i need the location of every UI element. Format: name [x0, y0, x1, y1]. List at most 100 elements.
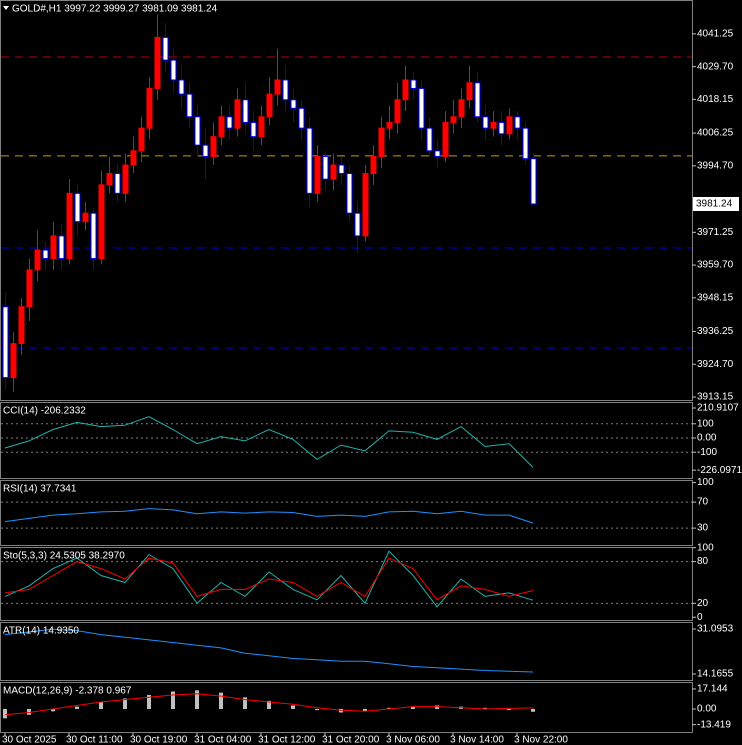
- candle-body: [338, 164, 345, 174]
- histogram-bar: [531, 708, 535, 712]
- histogram-bar: [147, 694, 151, 709]
- candle-body: [250, 121, 257, 138]
- y-tick-label: 30: [697, 523, 709, 534]
- histogram-bar: [3, 708, 7, 719]
- y-tick-label: -226.0971: [697, 465, 742, 476]
- candle-body: [442, 121, 449, 157]
- candle-body: [418, 87, 425, 129]
- indicator-line: [4, 557, 534, 601]
- y-tick-label: 3959.70: [697, 260, 734, 271]
- candle-body: [66, 192, 73, 260]
- y-tick-label: 4006.25: [697, 128, 734, 139]
- panel-title: ATR(14) 14.9350: [3, 626, 79, 637]
- candle-body: [106, 172, 113, 186]
- histogram-bar: [27, 708, 31, 715]
- candle-body: [450, 116, 457, 123]
- candle-body: [298, 107, 305, 129]
- y-tick-label: 0.00: [697, 704, 717, 715]
- y-tick-label: 3971.25: [697, 227, 734, 238]
- candle-body: [282, 79, 289, 101]
- candle-body: [194, 116, 201, 146]
- indicator-line: [4, 550, 534, 608]
- indicator-line: [4, 416, 534, 468]
- candle-body: [98, 184, 105, 260]
- histogram-bar: [219, 692, 223, 709]
- candle-body: [514, 116, 521, 129]
- candle-body: [490, 121, 497, 129]
- y-tick-label: -13.419: [697, 719, 731, 730]
- candle-body: [114, 172, 121, 194]
- candle-body: [530, 158, 537, 205]
- y-tick-label: 210.9107: [697, 403, 739, 414]
- y-tick-label: 14.1655: [697, 669, 734, 680]
- histogram-bar: [483, 707, 487, 709]
- y-tick-label: 100: [697, 542, 714, 553]
- y-tick-label: 70: [697, 497, 709, 508]
- x-tick-label: 30 Oct 19:00: [130, 735, 188, 745]
- candle-body: [234, 99, 241, 129]
- candle-body: [170, 59, 177, 81]
- y-tick-label: 100: [697, 477, 714, 488]
- histogram-bar: [75, 706, 79, 709]
- candle-body: [290, 99, 297, 109]
- candle-body: [354, 212, 361, 237]
- indicator-line: [4, 693, 534, 716]
- histogram-bar: [339, 708, 343, 713]
- candle-body: [178, 79, 185, 95]
- candle-body: [498, 121, 505, 135]
- panel-title: MACD(12,26,9) -2.378 0.967: [3, 686, 132, 697]
- x-tick-label: 3 Nov 06:00: [386, 735, 440, 745]
- candle-body: [146, 87, 153, 129]
- candle-body: [202, 144, 209, 157]
- chart-title: GOLD#,H1 3997.22 3999.27 3981.09 3981.24: [12, 4, 218, 15]
- candle-body: [426, 127, 433, 152]
- candle-body: [322, 155, 329, 180]
- histogram-bar: [171, 691, 175, 709]
- panel-title: RSI(14) 37.7341: [3, 484, 77, 495]
- candle-body: [266, 93, 273, 118]
- candle-body: [26, 269, 33, 308]
- candle-body: [18, 306, 25, 345]
- candle-body: [458, 99, 465, 118]
- candle-body: [226, 116, 233, 129]
- candle-body: [474, 82, 481, 118]
- candle-body: [90, 212, 97, 260]
- x-tick-label: 31 Oct 04:00: [194, 735, 252, 745]
- candle-body: [242, 99, 249, 123]
- candle-body: [82, 212, 89, 223]
- y-tick-label: 0.00: [697, 433, 717, 444]
- y-tick-label: 0: [697, 612, 703, 623]
- histogram-bar: [387, 707, 391, 709]
- y-tick-label: 20: [697, 598, 709, 609]
- histogram-bar: [291, 705, 295, 709]
- histogram-bar: [315, 708, 319, 711]
- histogram-bar: [435, 705, 439, 709]
- panel-frame: [0, 622, 693, 681]
- histogram-bar: [267, 700, 271, 709]
- y-tick-label: 3924.70: [697, 359, 734, 370]
- y-tick-label: 3936.25: [697, 326, 734, 337]
- candle-body: [402, 79, 409, 101]
- y-tick-label: 100: [697, 418, 714, 429]
- histogram-bar: [99, 701, 103, 709]
- candle-body: [210, 136, 217, 157]
- candle-body: [122, 164, 129, 194]
- candle-body: [346, 172, 353, 214]
- y-tick-label: 4018.15: [697, 94, 734, 105]
- candle-body: [386, 121, 393, 129]
- panel-frame: [0, 402, 693, 479]
- candle-body: [2, 306, 9, 379]
- panel-title: CCI(14) -206.2332: [3, 406, 86, 417]
- histogram-bar: [123, 698, 127, 709]
- histogram-bar: [243, 697, 247, 709]
- candle-body: [434, 150, 441, 157]
- y-tick-label: 80: [697, 556, 709, 567]
- y-tick-label: 3913.15: [697, 392, 734, 403]
- x-tick-label: 31 Oct 20:00: [322, 735, 380, 745]
- candle-body: [186, 93, 193, 118]
- y-tick-label: 17.144: [697, 684, 728, 695]
- indicator-line: [4, 508, 534, 524]
- histogram-bar: [411, 706, 415, 709]
- candle-body: [162, 36, 169, 61]
